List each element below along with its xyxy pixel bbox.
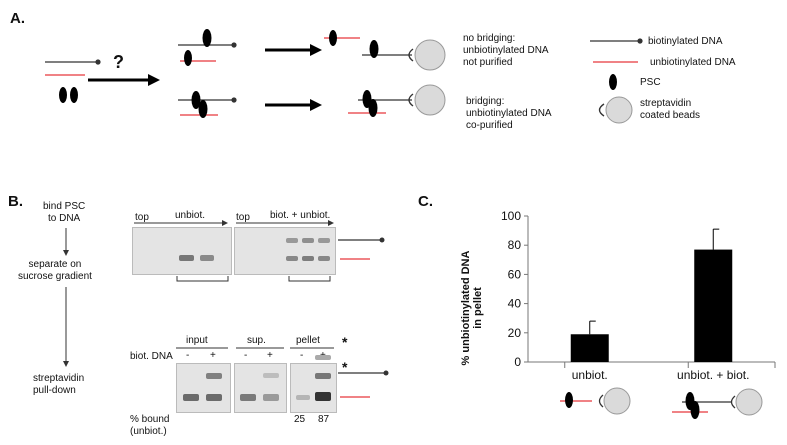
asterisk-lower: * bbox=[342, 359, 348, 375]
result-no-bridging bbox=[324, 30, 446, 71]
question-mark: ? bbox=[113, 52, 124, 72]
asterisk-upper: * bbox=[342, 334, 348, 350]
header-pellet: pellet bbox=[296, 335, 320, 346]
intermediate-bridging bbox=[178, 91, 237, 118]
sign-sup-minus: - bbox=[244, 350, 248, 361]
gradient-lane2-title: biot. + unbiot. bbox=[270, 210, 331, 221]
pulldown-gel-sup bbox=[234, 363, 287, 413]
sign-pellet-minus: - bbox=[300, 350, 304, 361]
legend-biotinylated-label: biotinylated DNA bbox=[648, 36, 723, 47]
sign-input-plus: + bbox=[210, 350, 216, 361]
legend-beads-label: streptavidin coated beads bbox=[640, 98, 701, 121]
biot-dna-row-label: biot. DNA bbox=[130, 351, 173, 362]
header-sup: sup. bbox=[247, 335, 266, 346]
gradient-gel-unbiot bbox=[132, 227, 232, 275]
bar bbox=[570, 334, 609, 362]
y-tick-label: 20 bbox=[508, 326, 522, 340]
sign-sup-plus: + bbox=[267, 350, 273, 361]
percent-bound-minus: 25 bbox=[294, 414, 306, 425]
gradient-top-label-1: top bbox=[135, 212, 149, 223]
y-tick-label: 0 bbox=[514, 355, 521, 369]
percent-bound-label: % bound (unbiot.) bbox=[130, 414, 170, 437]
y-tick-label: 40 bbox=[508, 297, 522, 311]
legend-biotinylated-line bbox=[590, 38, 643, 44]
legend-unbiotinylated-label: unbiotinylated DNA bbox=[650, 57, 736, 68]
bar bbox=[694, 249, 733, 362]
y-tick-label: 60 bbox=[508, 267, 522, 281]
intermediate-no-bridging bbox=[178, 29, 237, 66]
pulldown-gel-input bbox=[176, 363, 231, 413]
start-psc-pair bbox=[59, 87, 78, 103]
arrow-icon bbox=[88, 74, 160, 86]
arrow-icon bbox=[265, 99, 322, 111]
legend-psc-label: PSC bbox=[640, 77, 661, 88]
y-tick-label: 100 bbox=[501, 209, 521, 223]
panel-c-label: C. bbox=[418, 193, 433, 210]
pulldown-gel-pellet bbox=[290, 355, 337, 413]
x-category-label: unbiot. bbox=[572, 368, 608, 382]
start-biotinylated-dna bbox=[45, 59, 101, 65]
outcome-bridging: bridging: unbiotinylated DNA co-purified bbox=[466, 96, 552, 131]
gradient-top-label-2: top bbox=[236, 212, 250, 223]
sign-input-minus: - bbox=[186, 350, 190, 361]
step-separate: separate on sucrose gradient bbox=[18, 259, 92, 282]
arrow-icon bbox=[265, 44, 322, 56]
percent-bound-plus: 87 bbox=[318, 414, 330, 425]
y-tick-label: 80 bbox=[508, 238, 522, 252]
step-pulldown: streptavidin pull-down bbox=[33, 373, 85, 396]
category-icon-unbiot-biot bbox=[672, 388, 763, 419]
panel-b-label: B. bbox=[8, 193, 23, 210]
gradient-lane1-title: unbiot. bbox=[175, 210, 206, 221]
x-category-label: unbiot. + biot. bbox=[677, 368, 749, 382]
legend-bead-icon bbox=[598, 96, 633, 124]
legend-psc-icon bbox=[609, 74, 617, 90]
step-bind: bind PSC to DNA bbox=[43, 201, 86, 224]
panel-a-label: A. bbox=[10, 10, 25, 27]
gradient-gel-biot-unbiot bbox=[234, 227, 336, 275]
category-icon-unbiot bbox=[560, 387, 631, 415]
outcome-no-bridging: no bridging: unbiotinylated DNA not puri… bbox=[463, 33, 549, 68]
header-input: input bbox=[186, 335, 208, 346]
result-bridging bbox=[348, 84, 446, 117]
